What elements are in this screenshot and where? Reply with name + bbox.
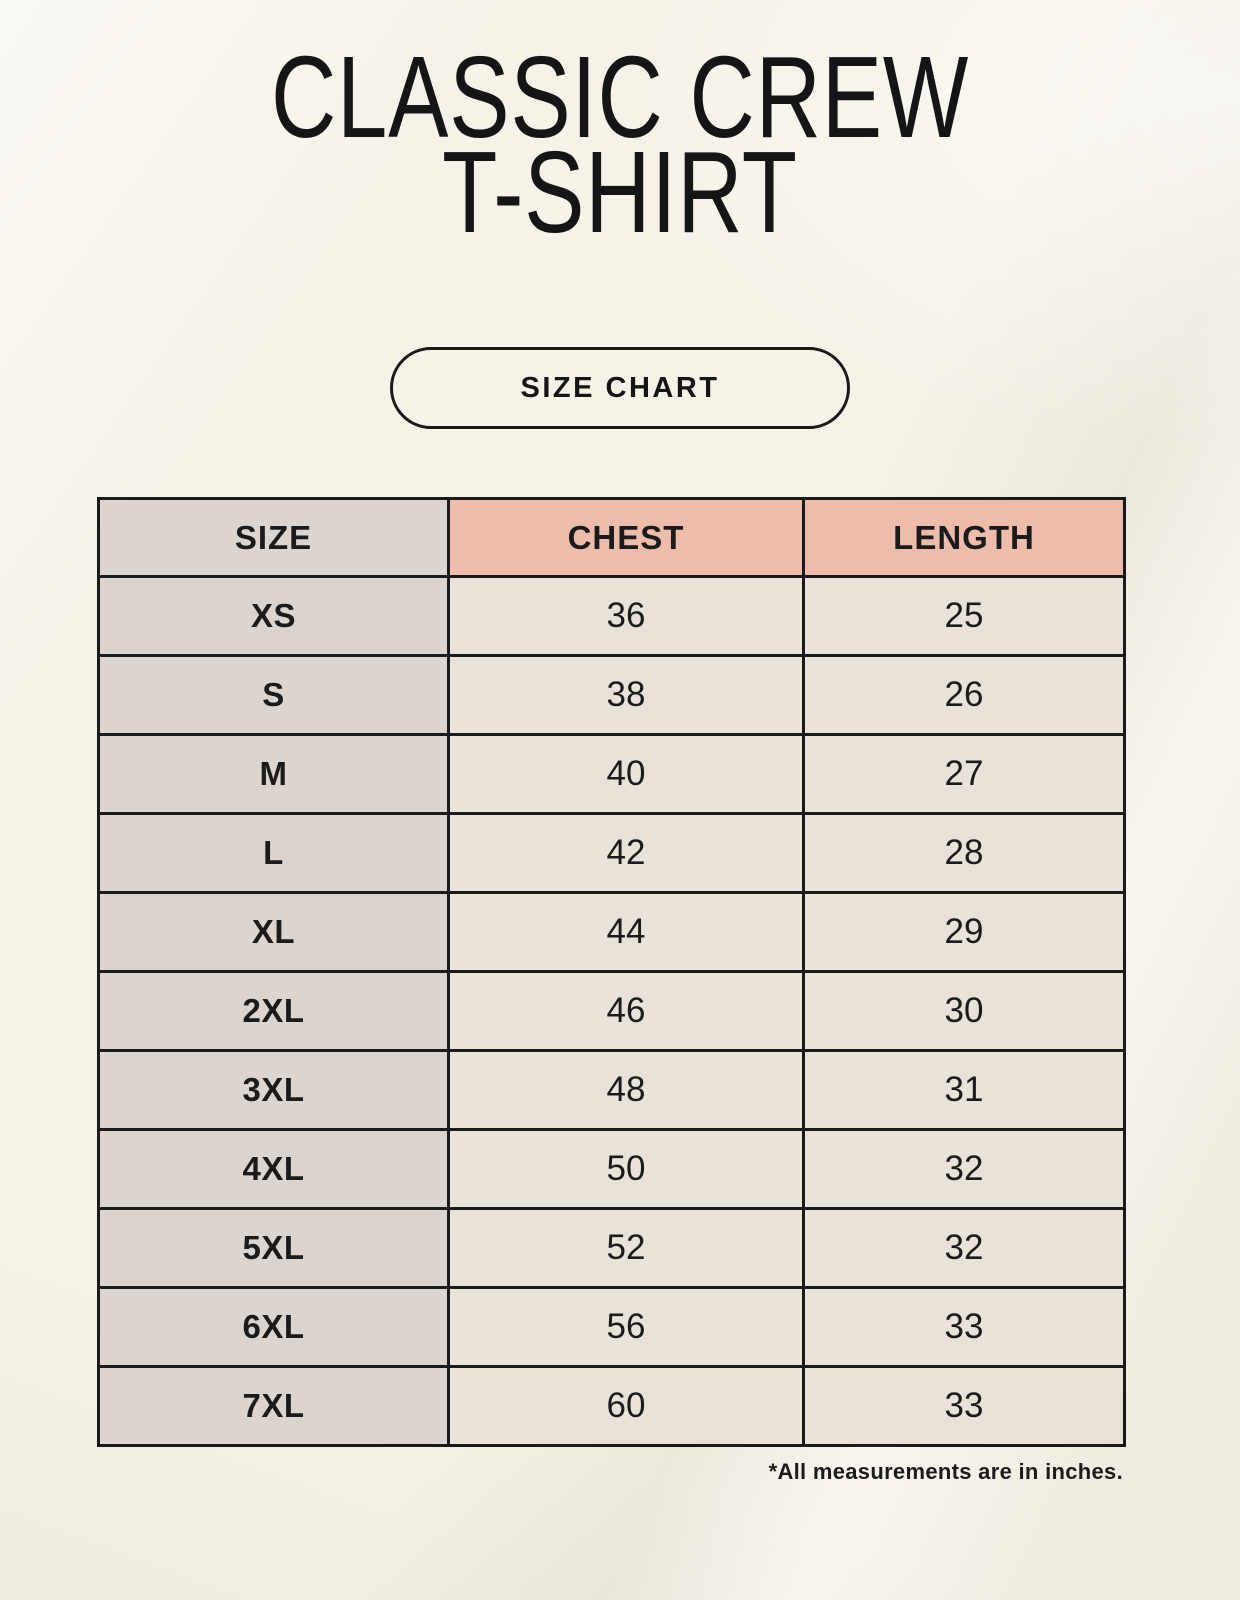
table-row: 6XL 56 33 — [97, 1286, 1126, 1368]
size-cell: M — [97, 733, 450, 815]
size-cell: 3XL — [97, 1049, 450, 1131]
length-cell: 32 — [802, 1128, 1126, 1210]
table-row: 2XL 46 30 — [97, 970, 1126, 1052]
title-line-1: CLASSIC CREW — [270, 32, 970, 162]
chest-cell: 50 — [447, 1128, 805, 1210]
chest-cell: 60 — [447, 1365, 805, 1447]
size-chart-table: SIZE CHEST LENGTH XS 36 25 S 38 26 M 40 … — [97, 497, 1126, 1447]
table-row: S 38 26 — [97, 654, 1126, 736]
chest-cell: 42 — [447, 812, 805, 894]
chest-cell: 48 — [447, 1049, 805, 1131]
size-cell: 6XL — [97, 1286, 450, 1368]
table-row: XS 36 25 — [97, 575, 1126, 657]
column-header-length: LENGTH — [802, 497, 1126, 578]
table-row: XL 44 29 — [97, 891, 1126, 973]
chest-cell: 40 — [447, 733, 805, 815]
table-row: 7XL 60 33 — [97, 1365, 1126, 1447]
length-cell: 29 — [802, 891, 1126, 973]
chest-cell: 36 — [447, 575, 805, 657]
table-row: L 42 28 — [97, 812, 1126, 894]
length-cell: 30 — [802, 970, 1126, 1052]
size-cell: XL — [97, 891, 450, 973]
column-header-chest: CHEST — [447, 497, 805, 578]
length-cell: 33 — [802, 1286, 1126, 1368]
column-header-size: SIZE — [97, 497, 450, 578]
size-cell: 7XL — [97, 1365, 450, 1447]
size-cell: S — [97, 654, 450, 736]
table-header-row: SIZE CHEST LENGTH — [97, 497, 1126, 578]
length-cell: 31 — [802, 1049, 1126, 1131]
size-chart-page: CLASSIC CREW T-SHIRT SIZE CHART SIZE CHE… — [97, 0, 1126, 1484]
size-cell: XS — [97, 575, 450, 657]
title-line-2: T-SHIRT — [442, 127, 798, 257]
length-cell: 33 — [802, 1365, 1126, 1447]
table-row: 4XL 50 32 — [97, 1128, 1126, 1210]
size-chart-button[interactable]: SIZE CHART — [390, 347, 850, 429]
length-cell: 25 — [802, 575, 1126, 657]
table-row: 5XL 52 32 — [97, 1207, 1126, 1289]
size-chart-button-label: SIZE CHART — [520, 371, 720, 404]
table-body: XS 36 25 S 38 26 M 40 27 L 42 28 XL 44 2… — [97, 575, 1126, 1447]
length-cell: 26 — [802, 654, 1126, 736]
table-row: M 40 27 — [97, 733, 1126, 815]
chest-cell: 52 — [447, 1207, 805, 1289]
table-row: 3XL 48 31 — [97, 1049, 1126, 1131]
footnote: *All measurements are in inches. — [768, 1459, 1123, 1484]
size-cell: 5XL — [97, 1207, 450, 1289]
table-header: SIZE CHEST LENGTH — [97, 497, 1126, 578]
chest-cell: 46 — [447, 970, 805, 1052]
chest-cell: 44 — [447, 891, 805, 973]
length-cell: 27 — [802, 733, 1126, 815]
page-title: CLASSIC CREW T-SHIRT — [136, 0, 1103, 257]
size-cell: 4XL — [97, 1128, 450, 1210]
size-cell: L — [97, 812, 450, 894]
chest-cell: 38 — [447, 654, 805, 736]
length-cell: 28 — [802, 812, 1126, 894]
size-cell: 2XL — [97, 970, 450, 1052]
chest-cell: 56 — [447, 1286, 805, 1368]
length-cell: 32 — [802, 1207, 1126, 1289]
